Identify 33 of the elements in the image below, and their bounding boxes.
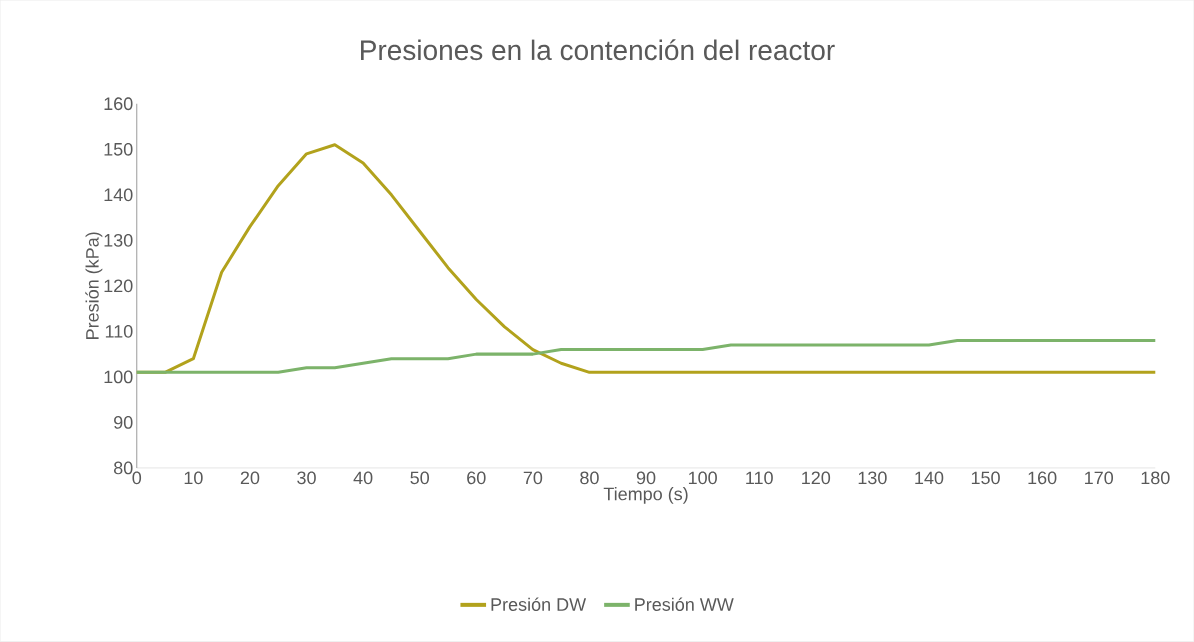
- y-tick-label: 150: [104, 143, 133, 156]
- x-tick-label: 120: [802, 471, 831, 485]
- x-tick-label: 180: [1141, 471, 1170, 485]
- chart-title: Presiones en la contención del reactor: [361, 39, 835, 61]
- y-tick-label: 160: [104, 97, 133, 111]
- y-tick-label: 80: [113, 461, 133, 475]
- x-tick-label: 110: [746, 471, 773, 485]
- legend-label: Presión DW: [491, 597, 587, 612]
- x-tick-label: 80: [580, 471, 599, 485]
- x-tick-label: 150: [971, 471, 1000, 485]
- y-axis-title: Presión (kPa): [85, 232, 103, 340]
- legend-label: Presión WW: [635, 597, 734, 612]
- x-tick-label: 70: [523, 471, 543, 485]
- y-tick-label: 110: [105, 325, 133, 338]
- x-tick-label: 130: [858, 471, 887, 485]
- x-tick-label: 170: [1085, 471, 1114, 485]
- x-tick-label: 10: [184, 471, 203, 485]
- y-tick-label: 140: [104, 188, 133, 202]
- x-tick-label: 160: [1028, 471, 1057, 485]
- x-tick-label: 40: [353, 471, 373, 485]
- x-tick-label: 20: [240, 471, 260, 485]
- y-tick-label: 90: [114, 416, 133, 429]
- y-tick-label: 130: [104, 234, 133, 247]
- x-tick-label: 30: [297, 471, 316, 485]
- x-tick-label: 0: [132, 471, 142, 485]
- x-tick-label: 90: [636, 471, 656, 485]
- x-tick-label: 100: [688, 471, 717, 485]
- x-tick-label: 50: [410, 471, 430, 485]
- x-axis-title: Tiempo (s): [603, 487, 688, 505]
- y-tick-label: 120: [104, 279, 133, 293]
- x-tick-label: 140: [915, 471, 944, 485]
- y-tick-label: 100: [104, 370, 133, 384]
- x-tick-label: 60: [467, 471, 486, 485]
